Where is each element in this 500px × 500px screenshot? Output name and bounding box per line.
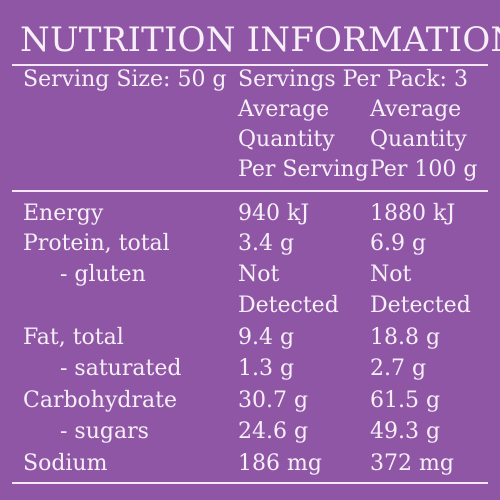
header-divider xyxy=(12,190,488,192)
top-divider xyxy=(12,64,488,66)
header-per-100g-line2: Quantity xyxy=(370,127,467,152)
row-saturated-per-100g: 2.7 g xyxy=(370,356,427,381)
row-carbohydrate-label: Carbohydrate xyxy=(23,388,177,413)
row-energy-per-100g: 1880 kJ xyxy=(370,201,456,226)
row-energy-label: Energy xyxy=(23,201,104,226)
row-protein-per-serving: 3.4 g xyxy=(238,231,295,256)
row-sugars-label: - sugars xyxy=(60,419,149,444)
row-saturated-label: - saturated xyxy=(60,356,182,381)
row-protein-label: Protein, total xyxy=(23,231,170,256)
row-sodium-per-serving: 186 mg xyxy=(238,451,322,476)
row-fat-per-serving: 9.4 g xyxy=(238,325,295,350)
header-per-serving-line1: Average xyxy=(238,97,330,122)
row-sugars-per-serving: 24.6 g xyxy=(238,419,309,444)
row-saturated-per-serving: 1.3 g xyxy=(238,356,295,381)
row-fat-per-100g: 18.8 g xyxy=(370,325,441,350)
header-per-serving-line2: Quantity xyxy=(238,127,335,152)
row-gluten-per-100g-line1: Not xyxy=(370,262,412,287)
serving-size: Serving Size: 50 g xyxy=(23,67,227,92)
row-gluten-label: - gluten xyxy=(60,262,146,287)
row-carbohydrate-per-100g: 61.5 g xyxy=(370,388,441,413)
row-sugars-per-100g: 49.3 g xyxy=(370,419,441,444)
bottom-divider xyxy=(12,482,488,484)
row-sodium-per-100g: 372 mg xyxy=(370,451,454,476)
panel-title: NUTRITION INFORMATION xyxy=(20,20,500,60)
row-sodium-label: Sodium xyxy=(23,451,108,476)
row-protein-per-100g: 6.9 g xyxy=(370,231,427,256)
header-per-100g-line3: Per 100 g xyxy=(370,157,478,182)
row-carbohydrate-per-serving: 30.7 g xyxy=(238,388,309,413)
header-per-100g-line1: Average xyxy=(370,97,462,122)
servings-per-pack: Servings Per Pack: 3 xyxy=(238,67,468,92)
row-fat-label: Fat, total xyxy=(23,325,124,350)
header-per-serving-line3: Per Serving xyxy=(238,157,369,182)
row-energy-per-serving: 940 kJ xyxy=(238,201,310,226)
row-gluten-per-serving-line1: Not xyxy=(238,262,280,287)
row-gluten-per-serving-line2: Detected xyxy=(238,293,339,318)
row-gluten-per-100g-line2: Detected xyxy=(370,293,471,318)
